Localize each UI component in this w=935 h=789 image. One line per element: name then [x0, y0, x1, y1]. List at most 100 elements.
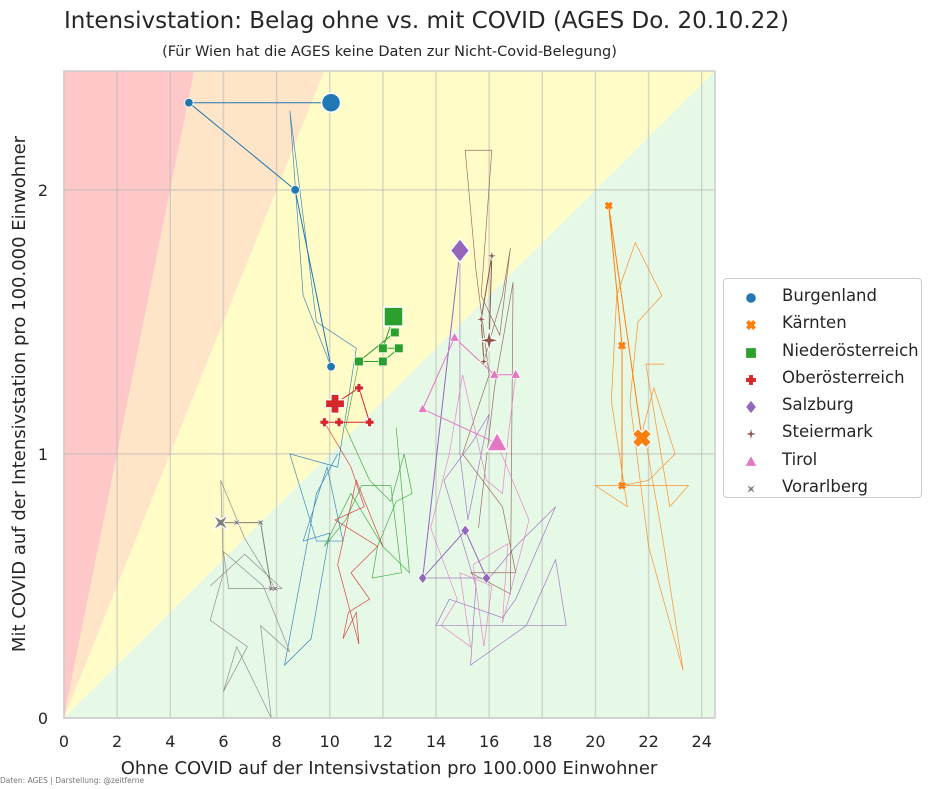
legend-marker-vorarlberg — [746, 484, 756, 494]
background-band — [64, 71, 715, 718]
legend-symbol-burgenland — [745, 292, 757, 304]
point-nieder-sterreich — [378, 343, 388, 353]
point-nieder-sterreich — [390, 327, 400, 338]
point-k-rnten — [617, 340, 627, 351]
legend-item-steiermark: Steiermark — [724, 419, 921, 446]
x-tick-label: 8 — [271, 732, 281, 751]
point-steiermark — [486, 250, 497, 261]
y-tick-labels: 0 1 2 — [38, 181, 48, 728]
point-k-rnten — [617, 480, 627, 491]
series-markers — [184, 92, 653, 593]
point-ober-sterreich — [354, 383, 364, 393]
point-ober-sterreich — [319, 417, 329, 427]
legend-symbol-salzburg — [745, 400, 757, 415]
x-tick-label: 22 — [638, 732, 658, 751]
legend: Burgenland Kärnten Niederösterreich Oberöst… — [723, 278, 922, 498]
point-tirol — [449, 331, 460, 342]
current-point-salzburg — [449, 237, 471, 264]
legend-label: Burgenland — [782, 286, 877, 305]
plot-frame — [63, 70, 716, 719]
path-nieder-sterreich — [357, 316, 401, 362]
legend-symbol-tirol — [744, 454, 758, 467]
series-paths — [187, 102, 643, 590]
point-nieder-sterreich — [354, 356, 364, 367]
background-bands — [64, 71, 715, 718]
y-axis-label: Mit COVID auf der Intensivstation pro 10… — [9, 135, 30, 652]
x-tick-label: 2 — [112, 732, 122, 751]
legend-item-nieder-sterreich: Niederösterreich — [724, 338, 921, 365]
trail-lines — [209, 110, 690, 718]
legend-marker-tirol — [744, 454, 758, 467]
path-salzburg — [422, 250, 487, 580]
current-point-tirol — [485, 430, 509, 452]
legend-item-k-rnten: Kärnten — [724, 310, 921, 337]
legend-marker-salzburg — [745, 400, 757, 415]
x-tick-label: 20 — [585, 732, 605, 751]
legend-item-salzburg: Salzburg — [724, 392, 921, 419]
chart-subtitle: (Für Wien hat die AGES keine Daten zur N… — [162, 44, 617, 60]
y-tick-label: 1 — [38, 445, 48, 464]
point-salzburg — [481, 572, 492, 584]
point-vorarlberg — [233, 518, 241, 527]
legend-label: Vorarlberg — [782, 477, 868, 497]
path-k-rnten — [608, 205, 643, 486]
source-note: Daten: AGES | Darstellung: @zeitferne — [0, 776, 145, 785]
point-burgenland — [290, 185, 300, 195]
x-tick-label: 18 — [532, 732, 552, 751]
point-tirol — [489, 368, 500, 379]
point-vorarlberg — [256, 518, 265, 527]
legend-symbol-vorarlberg — [746, 484, 756, 494]
legend-label: Kärnten — [782, 313, 847, 333]
x-axis-label: Ohne COVID auf der Intensivstation pro 1… — [121, 758, 658, 779]
x-tick-label: 24 — [692, 732, 712, 751]
legend-marker-ober-sterreich — [745, 374, 757, 386]
point-burgenland — [326, 362, 336, 372]
legend-marker-nieder-sterreich — [745, 347, 757, 359]
trail-k-rnten — [594, 241, 690, 671]
trail-burgenland — [283, 110, 357, 667]
point-tirol — [510, 368, 521, 379]
x-tick-label: 6 — [218, 732, 228, 751]
point-vorarlberg — [271, 584, 279, 593]
y-tick-label: 2 — [38, 181, 48, 200]
legend-item-ober-sterreich: Oberösterreich — [724, 365, 921, 392]
current-point-vorarlberg — [212, 514, 230, 531]
legend-marker-k-rnten — [745, 319, 757, 331]
path-burgenland — [187, 102, 332, 367]
trail-vorarlberg — [209, 480, 291, 718]
trail-nieder-sterreich — [324, 361, 413, 579]
chart-title: Intensivstation: Belag ohne vs. mit COVI… — [64, 8, 789, 34]
point-steiermark — [476, 314, 487, 325]
legend-label: Steiermark — [782, 422, 873, 442]
legend-label: Oberösterreich — [782, 367, 905, 387]
current-point-ober-sterreich — [324, 393, 346, 414]
point-nieder-sterreich — [378, 356, 388, 367]
trail-ober-sterreich — [324, 422, 384, 645]
point-k-rnten — [604, 201, 614, 211]
x-tick-label: 10 — [320, 732, 340, 751]
point-ober-sterreich — [365, 417, 375, 427]
x-tick-label: 0 — [59, 732, 69, 751]
legend-label: Niederösterreich — [782, 340, 919, 360]
x-tick-label: 4 — [165, 732, 175, 751]
legend-symbol-steiermark — [744, 428, 758, 441]
x-tick-label: 16 — [479, 732, 499, 751]
legend-marker-burgenland — [745, 292, 757, 304]
legend-symbol-ober-sterreich — [745, 374, 757, 386]
point-burgenland — [184, 97, 194, 108]
current-point-steiermark — [478, 329, 501, 352]
legend-marker-steiermark — [744, 428, 758, 441]
trail-steiermark — [462, 149, 517, 595]
legend-symbol-k-rnten — [745, 319, 757, 331]
point-steiermark — [478, 356, 489, 367]
x-tick-labels: 0 2 4 6 8 10 12 14 16 18 20 22 24 — [59, 732, 712, 751]
legend-label: Tirol — [782, 449, 818, 469]
legend-item-burgenland: Burgenland — [724, 283, 921, 310]
trail-salzburg — [422, 250, 567, 666]
current-point-nieder-sterreich — [383, 306, 404, 327]
x-tick-label: 12 — [373, 732, 393, 751]
point-tirol — [417, 403, 428, 413]
legend-symbol-nieder-sterreich — [745, 347, 757, 359]
point-ober-sterreich — [334, 417, 344, 427]
